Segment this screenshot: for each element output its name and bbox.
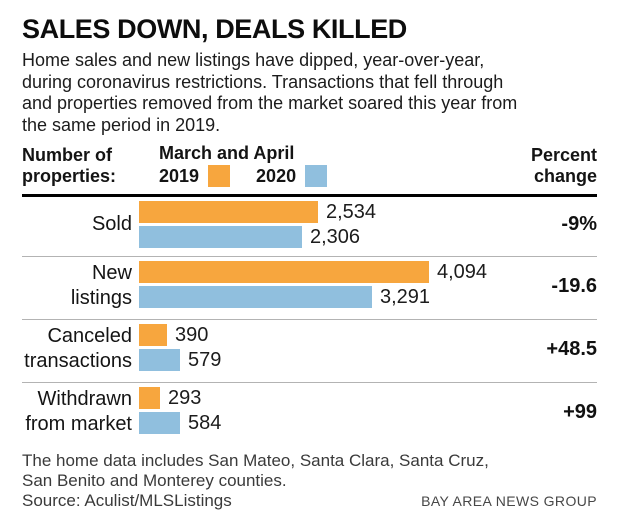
percent-change-value: -19.6 <box>551 274 597 297</box>
chart-row: Withdrawn from market 293 584 +99 <box>22 383 597 445</box>
bar-2020 <box>139 412 180 434</box>
bar-2019 <box>139 261 429 283</box>
chart-description: Home sales and new listings have dipped,… <box>22 50 518 135</box>
bar-2019-value: 293 <box>168 387 202 409</box>
page-title: SALES DOWN, DEALS KILLED <box>22 14 407 44</box>
percent-change-value: -9% <box>561 213 597 235</box>
bar-2019 <box>139 324 167 346</box>
bar-2020-value: 2,306 <box>310 226 361 248</box>
category-label: Withdrawn from market <box>25 388 132 435</box>
category-label: Sold <box>91 213 132 235</box>
legend-swatch-2020 <box>305 165 328 187</box>
bar-group: 2,534 2,306 <box>139 201 519 248</box>
bar-group: 4,094 3,291 <box>139 261 519 311</box>
category-label: Canceled transactions <box>24 325 132 372</box>
bar-2019-value: 4,094 <box>437 261 488 283</box>
y-axis-title: Number of properties: <box>22 145 117 186</box>
source-credit: Source: Aculist/MLSListings <box>22 491 232 510</box>
legend: March and April 2019 2020 <box>139 143 502 187</box>
bar-2020 <box>139 226 302 248</box>
percent-change-value: +99 <box>563 400 597 423</box>
percent-change-value: +48.5 <box>546 337 597 360</box>
bar-group: 293 584 <box>139 387 519 437</box>
category-label: New listings <box>70 262 132 309</box>
chart-rows: Sold 2,534 2,306 -9% New listings 4,094 … <box>22 197 597 445</box>
publisher-credit: BAY AREA NEWS GROUP <box>421 493 597 509</box>
chart-header: Number of properties: March and April 20… <box>22 143 597 197</box>
legend-label-2020: 2020 <box>256 165 297 186</box>
bar-2019 <box>139 201 318 223</box>
legend-label-2019: 2019 <box>159 165 200 186</box>
bar-2019-value: 390 <box>175 324 209 346</box>
chart-row: Sold 2,534 2,306 -9% <box>22 197 597 257</box>
bar-2020 <box>139 286 372 308</box>
bar-2020 <box>139 349 180 371</box>
chart-row: New listings 4,094 3,291 -19.6 <box>22 257 597 320</box>
bar-group: 390 579 <box>139 324 519 374</box>
percent-change-column-header: Percent change <box>530 145 597 186</box>
footnote: The home data includes San Mateo, Santa … <box>22 451 489 490</box>
legend-items: 2019 2020 <box>159 165 502 187</box>
bar-2019 <box>139 387 160 409</box>
chart-footer: The home data includes San Mateo, Santa … <box>22 451 597 511</box>
bar-2020-value: 579 <box>188 349 222 371</box>
bar-2019-value: 2,534 <box>326 201 377 223</box>
chart-row: Canceled transactions 390 579 +48.5 <box>22 320 597 383</box>
legend-swatch-2019 <box>208 165 231 187</box>
legend-title: March and April <box>159 143 295 163</box>
bar-2020-value: 3,291 <box>380 286 431 308</box>
bar-2020-value: 584 <box>188 412 222 434</box>
